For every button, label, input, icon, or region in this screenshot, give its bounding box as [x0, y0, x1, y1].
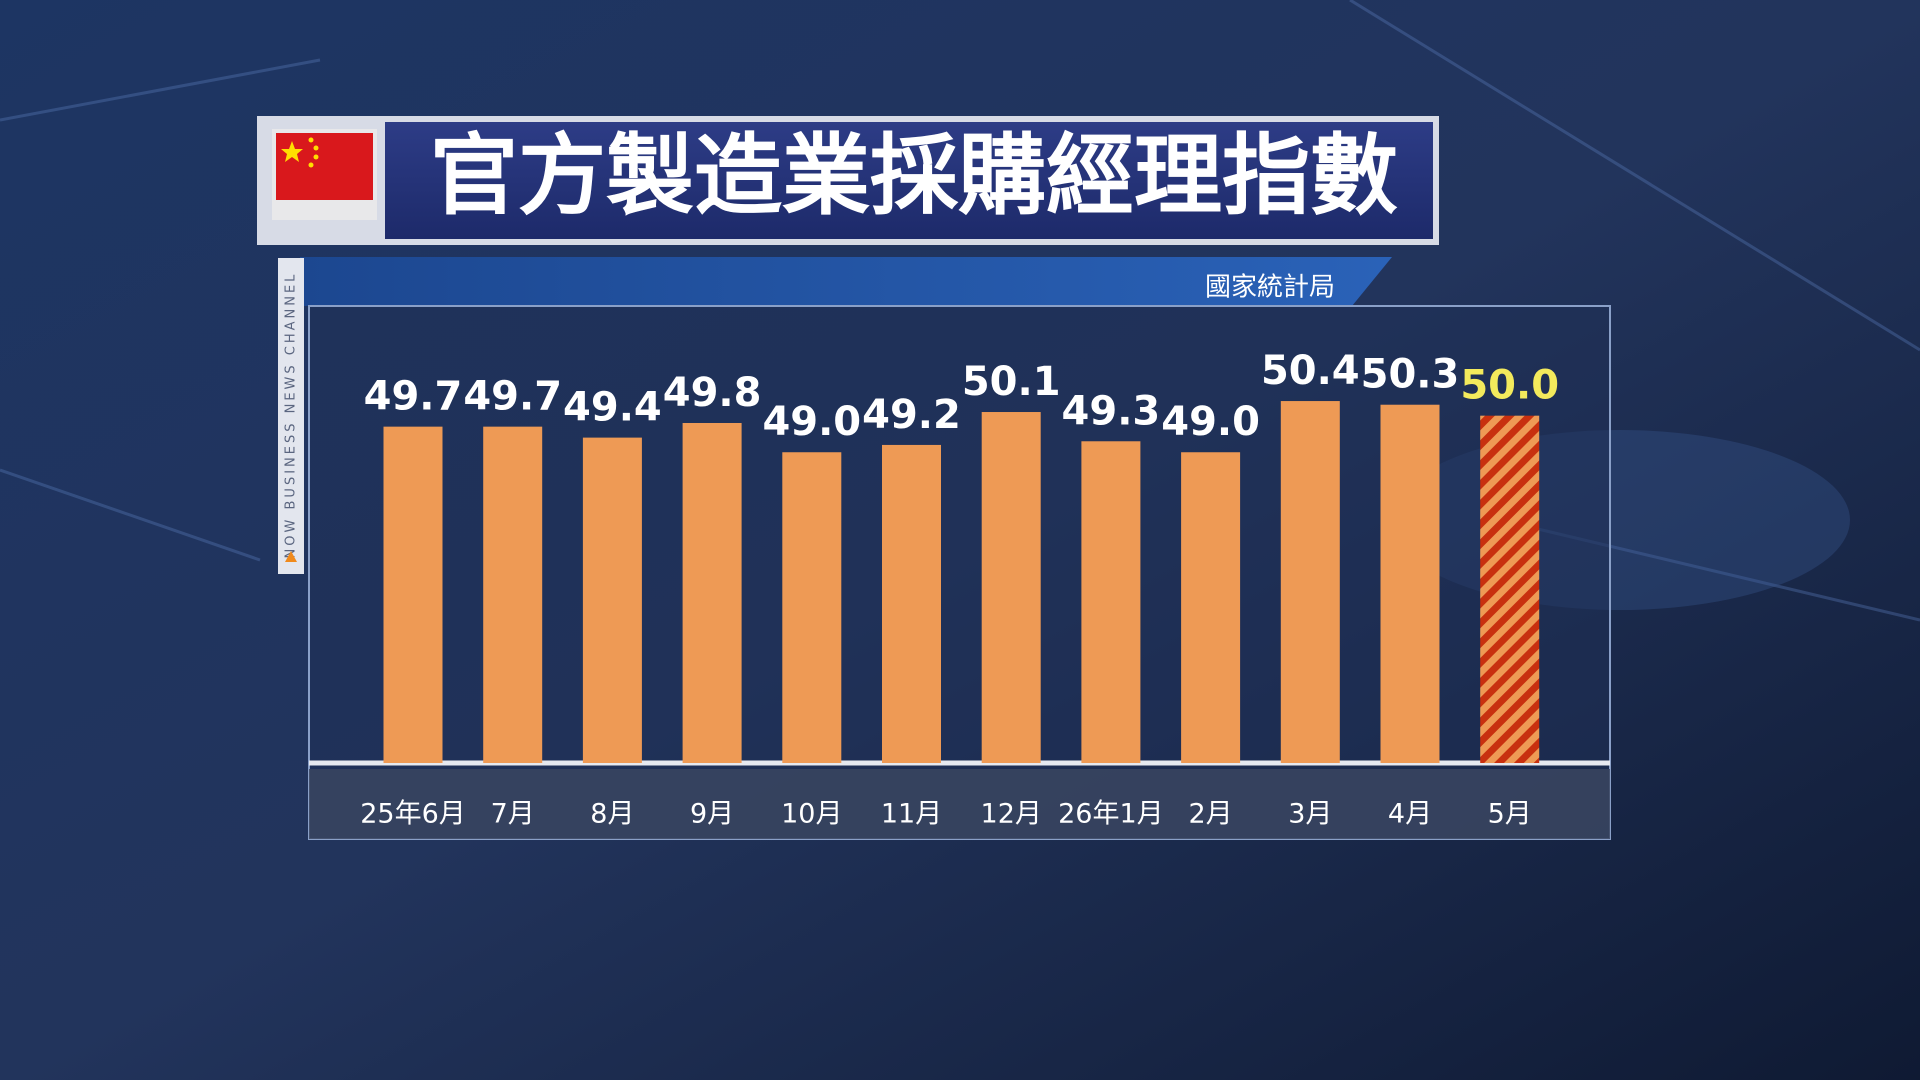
channel-tag: NOW BUSINESS NEWS CHANNEL	[284, 272, 299, 559]
x-tick-label: 12月	[981, 799, 1042, 830]
x-tick-label: 8月	[590, 799, 634, 830]
value-label: 49.0	[762, 399, 861, 445]
bar	[483, 426, 543, 763]
x-tick-label: 4月	[1388, 799, 1432, 830]
bar	[1480, 415, 1540, 763]
bar	[782, 452, 842, 763]
x-tick-label: 11月	[881, 799, 942, 830]
flag-star	[308, 162, 314, 168]
x-tick-label: 10月	[781, 799, 842, 830]
bar	[1280, 401, 1340, 763]
value-label: 50.3	[1361, 352, 1460, 398]
x-tick-label: 5月	[1488, 799, 1532, 830]
value-label: 49.7	[364, 374, 463, 420]
channel-mark	[285, 551, 297, 562]
bar	[582, 437, 642, 763]
background-lines	[0, 0, 1920, 622]
value-label: 50.0	[1460, 363, 1559, 409]
bar	[383, 426, 443, 763]
flag-star	[281, 141, 303, 162]
bar	[1081, 441, 1141, 763]
flag	[276, 133, 373, 200]
channel-tag-bg	[278, 258, 304, 574]
bar	[682, 422, 742, 763]
x-tick-label: 3月	[1288, 799, 1332, 830]
x-tick-label: 26年1月	[1058, 799, 1164, 830]
bar	[981, 412, 1041, 763]
source-strip	[300, 257, 1392, 306]
x-tick-label: 9月	[690, 799, 734, 830]
banner	[385, 122, 1433, 239]
source: 國家統計局	[1205, 273, 1335, 303]
value-label: 49.4	[563, 385, 662, 431]
value-label: 49.2	[862, 392, 961, 438]
flag-star	[313, 154, 319, 160]
x-tick-label: 2月	[1189, 799, 1233, 830]
bar	[1181, 452, 1241, 763]
value-label: 50.4	[1261, 348, 1360, 394]
chart-title: 官方製造業採購經理指數	[430, 124, 1398, 227]
category-band	[309, 769, 1610, 839]
value-label: 50.1	[962, 359, 1061, 405]
value-label: 49.3	[1062, 388, 1161, 434]
flag-star	[308, 137, 314, 143]
value-label: 49.7	[463, 374, 562, 420]
bar	[1380, 404, 1440, 763]
value-label: 49.8	[663, 370, 762, 416]
bar	[882, 444, 941, 763]
x-tick-label: 7月	[491, 799, 535, 830]
value-label: 49.0	[1161, 399, 1260, 445]
x-tick-label: 25年6月	[360, 799, 466, 830]
flag-star	[313, 145, 319, 151]
